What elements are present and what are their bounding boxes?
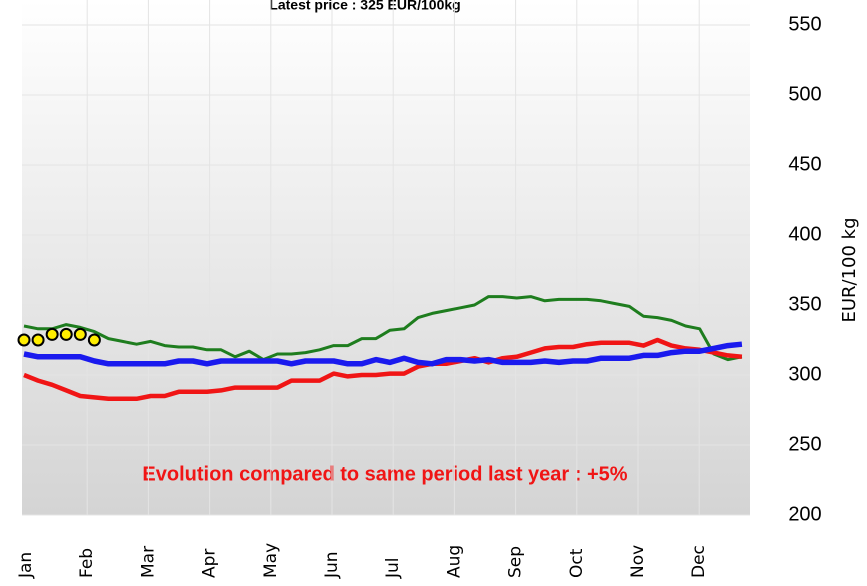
annotation: Evolution compared to same period last y… — [142, 463, 627, 485]
marker — [45, 327, 59, 341]
x-tick-label: Jan — [16, 552, 36, 579]
marker — [17, 333, 31, 347]
series-line — [23, 341, 743, 367]
x-tick-label: Mar — [138, 546, 158, 578]
x-tick-label: Feb — [77, 548, 97, 578]
y-tick-label: 300 — [788, 363, 821, 385]
x-tick-label: Aug — [444, 545, 464, 578]
y-tick-label: 450 — [788, 153, 821, 175]
series-line — [23, 295, 743, 362]
y-tick-label: 400 — [788, 223, 821, 245]
x-tick-label: May — [261, 543, 281, 578]
marker — [31, 333, 45, 347]
x-tick-label: Jul — [383, 557, 403, 579]
marker — [59, 327, 73, 341]
x-tick-label: Oct — [567, 548, 587, 578]
y-tick-label: 500 — [788, 83, 821, 105]
y-tick-label: 200 — [788, 503, 821, 525]
plot-background — [22, 0, 750, 515]
y-tick-label: 550 — [788, 13, 821, 35]
marker — [73, 327, 87, 341]
marker — [87, 333, 101, 347]
x-tick-label: Nov — [628, 545, 648, 578]
chart-title: Latest price : 325 EUR/100kg — [269, 0, 460, 13]
y-axis-label: EUR/100 kg — [839, 217, 860, 322]
y-tick-label: 350 — [788, 293, 821, 315]
x-tick-label: Apr — [200, 549, 220, 578]
x-tick-label: Dec — [689, 545, 709, 578]
x-tick-label: Jun — [322, 551, 342, 579]
x-tick-label: Sep — [506, 546, 526, 578]
series-line — [23, 337, 743, 402]
y-tick-label: 250 — [788, 433, 821, 455]
